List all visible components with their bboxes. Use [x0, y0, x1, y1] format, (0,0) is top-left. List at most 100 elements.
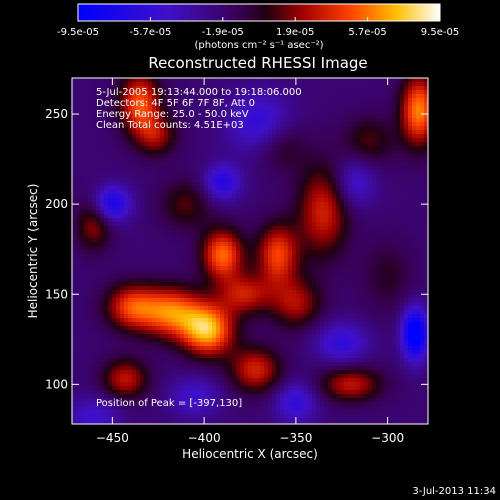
heatmap-cell: [296, 126, 301, 131]
heatmap-cell: [360, 230, 365, 235]
heatmap-cell: [408, 98, 413, 103]
heatmap-cell: [156, 194, 161, 199]
heatmap-cell: [92, 130, 97, 135]
heatmap-cell: [128, 94, 133, 99]
heatmap-cell: [200, 162, 205, 167]
heatmap-cell: [360, 254, 365, 259]
heatmap-cell: [224, 270, 229, 275]
heatmap-cell: [104, 238, 109, 243]
heatmap-cell: [132, 122, 137, 127]
heatmap-cell: [160, 230, 165, 235]
heatmap-cell: [376, 102, 381, 107]
heatmap-cell: [164, 266, 169, 271]
heatmap-cell: [404, 102, 409, 107]
heatmap-cell: [256, 110, 261, 115]
heatmap-cell: [384, 142, 389, 147]
heatmap-cell: [408, 122, 413, 127]
heatmap-cell: [388, 142, 393, 147]
heatmap-cell: [312, 114, 317, 119]
heatmap-cell: [416, 126, 421, 131]
heatmap-cell: [416, 266, 421, 271]
heatmap-cell: [184, 266, 189, 271]
heatmap-cell: [276, 274, 281, 279]
heatmap-cell: [204, 294, 209, 299]
heatmap-cell: [136, 298, 141, 303]
heatmap-cell: [324, 114, 329, 119]
heatmap-cell: [80, 170, 85, 175]
heatmap-cell: [312, 174, 317, 179]
heatmap-cell: [212, 98, 217, 103]
heatmap-cell: [116, 266, 121, 271]
heatmap-cell: [104, 270, 109, 275]
heatmap-cell: [396, 146, 401, 151]
heatmap-cell: [308, 118, 313, 123]
heatmap-cell: [216, 86, 221, 91]
heatmap-cell: [280, 178, 285, 183]
heatmap-cell: [408, 246, 413, 251]
heatmap-cell: [192, 286, 197, 291]
heatmap-cell: [292, 106, 297, 111]
heatmap-cell: [104, 262, 109, 267]
heatmap-cell: [356, 298, 361, 303]
heatmap-cell: [88, 82, 93, 87]
heatmap-cell: [108, 210, 113, 215]
heatmap-cell: [392, 202, 397, 207]
heatmap-cell: [124, 166, 129, 171]
heatmap-cell: [244, 226, 249, 231]
heatmap-cell: [352, 242, 357, 247]
heatmap-cell: [140, 158, 145, 163]
heatmap-cell: [292, 186, 297, 191]
heatmap-cell: [156, 282, 161, 287]
heatmap-cell: [108, 94, 113, 99]
heatmap-cell: [392, 266, 397, 271]
heatmap-cell: [280, 98, 285, 103]
heatmap-cell: [316, 278, 321, 283]
heatmap-cell: [344, 186, 349, 191]
heatmap-cell: [340, 190, 345, 195]
heatmap-cell: [232, 122, 237, 127]
heatmap-cell: [392, 254, 397, 259]
heatmap-cell: [408, 182, 413, 187]
heatmap-cell: [320, 126, 325, 131]
heatmap-cell: [80, 266, 85, 271]
heatmap-cell: [308, 94, 313, 99]
heatmap-cell: [208, 194, 213, 199]
heatmap-cell: [152, 126, 157, 131]
heatmap-cell: [148, 182, 153, 187]
heatmap-cell: [400, 158, 405, 163]
heatmap-cell: [212, 202, 217, 207]
heatmap-cell: [296, 214, 301, 219]
heatmap-cell: [244, 190, 249, 195]
heatmap-cell: [236, 278, 241, 283]
heatmap-cell: [416, 198, 421, 203]
heatmap-cell: [188, 226, 193, 231]
heatmap-cell: [368, 258, 373, 263]
heatmap-cell: [352, 286, 357, 291]
heatmap-cell: [260, 298, 265, 303]
heatmap-cell: [336, 234, 341, 239]
heatmap-cell: [268, 134, 273, 139]
heatmap-cell: [352, 94, 357, 99]
heatmap-cell: [280, 190, 285, 195]
heatmap-cell: [164, 150, 169, 155]
heatmap-cell: [312, 166, 317, 171]
heatmap-cell: [408, 258, 413, 263]
heatmap-cell: [172, 170, 177, 175]
heatmap-cell: [204, 238, 209, 243]
heatmap-cell: [332, 162, 337, 167]
heatmap-cell: [340, 90, 345, 95]
heatmap-cell: [244, 86, 249, 91]
heatmap-cell: [272, 114, 277, 119]
heatmap-cell: [368, 182, 373, 187]
heatmap-cell: [80, 230, 85, 235]
heatmap-cell: [88, 214, 93, 219]
heatmap-cell: [76, 194, 81, 199]
heatmap-cell: [344, 166, 349, 171]
heatmap-cell: [212, 190, 217, 195]
heatmap-cell: [372, 98, 377, 103]
heatmap-cell: [200, 214, 205, 219]
heatmap-cell: [92, 114, 97, 119]
heatmap-cell: [128, 170, 133, 175]
heatmap-cell: [304, 190, 309, 195]
heatmap-cell: [112, 262, 117, 267]
